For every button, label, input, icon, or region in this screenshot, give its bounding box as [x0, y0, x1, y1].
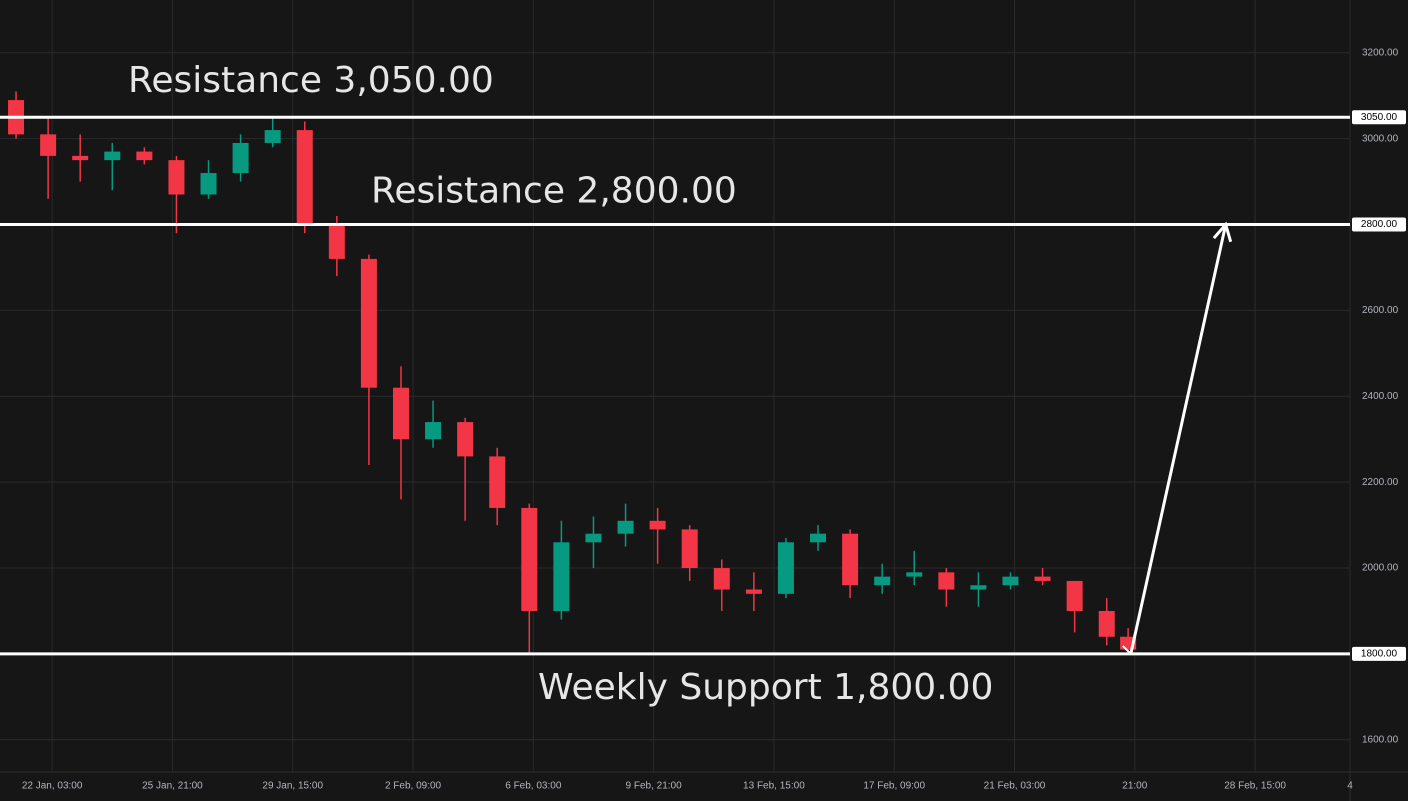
- level-label: Weekly Support 1,800.00: [538, 667, 993, 708]
- x-tick-label: 21:00: [1122, 781, 1147, 792]
- y-tick-label: 3200.00: [1362, 47, 1399, 58]
- candle-body: [296, 130, 313, 225]
- x-tick-label: 4: [1347, 781, 1353, 792]
- arrow-tail: [1122, 645, 1132, 655]
- grid: [0, 0, 1351, 772]
- candle-body: [906, 572, 923, 577]
- candle-body: [1098, 610, 1115, 637]
- x-tick-label: 2 Feb, 09:00: [385, 781, 442, 792]
- candle-body: [200, 173, 217, 195]
- candle-body: [425, 422, 442, 440]
- y-tick-label: 3000.00: [1362, 133, 1399, 144]
- candle-body: [40, 134, 57, 156]
- level-label: Resistance 3,050.00: [128, 60, 494, 101]
- candle-body: [938, 572, 955, 590]
- candle-body: [713, 568, 730, 590]
- price-tag-label: 1800.00: [1361, 649, 1398, 660]
- y-tick-label: 1600.00: [1362, 734, 1399, 745]
- candle-body: [1066, 580, 1083, 611]
- x-tick-label: 9 Feb, 21:00: [626, 781, 683, 792]
- candle-body: [777, 542, 794, 594]
- x-tick-label: 17 Feb, 09:00: [863, 781, 925, 792]
- candle-body: [585, 533, 602, 543]
- candle-body: [553, 542, 570, 611]
- price-tag-label: 2800.00: [1361, 219, 1398, 230]
- candle-body: [104, 151, 121, 161]
- projection-arrow: [1129, 224, 1228, 655]
- x-tick-label: 6 Feb, 03:00: [505, 781, 562, 792]
- candle-body: [232, 142, 249, 174]
- candle-body: [1034, 576, 1051, 581]
- x-tick-label: 21 Feb, 03:00: [984, 781, 1046, 792]
- price-tag: [1352, 110, 1406, 125]
- arrow-head: [1212, 221, 1233, 243]
- candle-body: [1002, 576, 1019, 586]
- y-tick-label: 2600.00: [1362, 305, 1399, 316]
- candle-body: [521, 507, 538, 611]
- candle-body: [136, 151, 153, 161]
- candle-body: [649, 520, 666, 530]
- candle-body: [264, 130, 281, 143]
- candle-body: [360, 258, 377, 388]
- candle-body: [810, 533, 827, 543]
- x-tick-label: 25 Jan, 21:00: [142, 781, 203, 792]
- candle-body: [328, 224, 345, 259]
- candle-body: [970, 585, 987, 590]
- candle-body: [681, 529, 698, 569]
- candle-body: [842, 533, 859, 586]
- candle-body: [392, 387, 409, 440]
- candle-body: [745, 589, 762, 594]
- x-tick-label: 29 Jan, 15:00: [262, 781, 323, 792]
- y-tick-label: 2000.00: [1362, 563, 1399, 574]
- y-tick-label: 2400.00: [1362, 391, 1399, 402]
- price-tag-label: 3050.00: [1361, 112, 1398, 123]
- price-tag: [1352, 646, 1406, 661]
- x-tick-label: 22 Jan, 03:00: [22, 781, 83, 792]
- price-tag: [1352, 217, 1406, 232]
- candle-body: [874, 576, 891, 586]
- candle-body: [617, 520, 634, 534]
- candle-body: [489, 456, 506, 508]
- candle-body: [72, 155, 89, 161]
- x-tick-label: 28 Feb, 15:00: [1224, 781, 1286, 792]
- x-tick-label: 13 Feb, 15:00: [743, 781, 805, 792]
- candle-body: [457, 422, 474, 457]
- y-tick-label: 2200.00: [1362, 477, 1399, 488]
- candle-body: [168, 160, 185, 195]
- level-label: Resistance 2,800.00: [371, 171, 737, 212]
